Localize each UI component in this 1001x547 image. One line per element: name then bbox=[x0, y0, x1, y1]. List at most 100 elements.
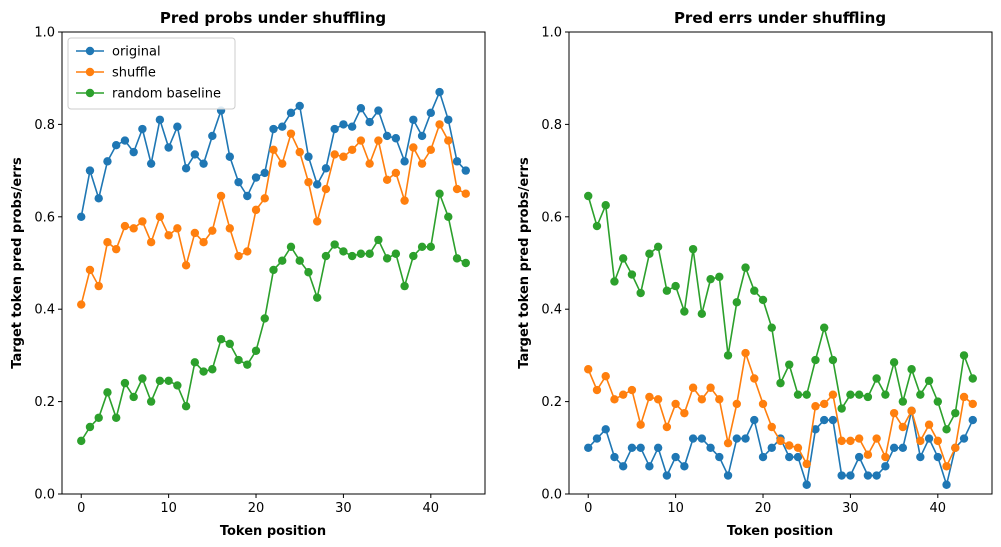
right-data-point bbox=[916, 452, 925, 462]
left-data-point bbox=[103, 157, 112, 166]
left-y-tick-label: 1.0 bbox=[34, 26, 55, 41]
right-x-axis-label: Token position bbox=[727, 524, 833, 539]
left-data-point bbox=[365, 159, 374, 168]
left-data-point bbox=[173, 381, 182, 390]
left-y-tick-label: 0.0 bbox=[34, 488, 55, 503]
right-y-tick-label: 0.4 bbox=[541, 303, 562, 318]
right-data-point bbox=[898, 443, 908, 452]
left-legend-marker bbox=[85, 67, 95, 77]
left-data-point bbox=[251, 173, 261, 182]
right-data-point bbox=[837, 471, 846, 480]
right-data-point bbox=[741, 348, 750, 358]
right-data-point bbox=[653, 242, 663, 252]
left-data-point bbox=[269, 145, 278, 155]
left-data-point bbox=[295, 147, 304, 157]
left-data-point bbox=[444, 212, 453, 221]
left-data-point bbox=[129, 392, 138, 402]
left-data-point bbox=[374, 136, 383, 145]
left-data-point bbox=[225, 152, 234, 161]
left-data-point bbox=[461, 166, 470, 175]
right-data-point bbox=[793, 390, 803, 399]
right-data-point bbox=[802, 480, 811, 489]
left-data-point bbox=[164, 231, 173, 240]
left-data-point bbox=[286, 129, 296, 138]
right-data-point bbox=[584, 191, 593, 201]
right-data-point bbox=[618, 390, 628, 399]
left-data-point bbox=[251, 346, 261, 355]
right-data-point bbox=[889, 443, 899, 452]
left-series-original bbox=[77, 87, 470, 221]
left-data-point bbox=[409, 251, 418, 261]
right-data-point bbox=[758, 399, 768, 409]
right-y-tick-label: 0.8 bbox=[541, 118, 562, 133]
left-data-point bbox=[260, 168, 269, 178]
right-data-point bbox=[732, 399, 741, 409]
right-data-point bbox=[592, 385, 602, 395]
left-data-point bbox=[164, 143, 173, 152]
right-data-point bbox=[715, 395, 724, 404]
right-series-line bbox=[587, 195, 974, 432]
left-legend-label: random baseline bbox=[112, 87, 221, 102]
left-x-axis-label: Token position bbox=[220, 524, 326, 539]
left-data-point bbox=[173, 224, 182, 233]
right-data-point bbox=[924, 434, 934, 443]
left-legend: original shuffle random baseline bbox=[67, 37, 236, 110]
left-data-point bbox=[313, 293, 322, 302]
right-series-random-baseline bbox=[584, 191, 977, 434]
left-data-point bbox=[356, 249, 366, 258]
right-data-point bbox=[793, 452, 803, 462]
left-data-point bbox=[181, 164, 191, 173]
right-data-point bbox=[750, 286, 759, 295]
left-data-point bbox=[120, 378, 130, 388]
left-data-point bbox=[269, 265, 278, 275]
right-data-point bbox=[942, 480, 951, 489]
right-data-point bbox=[767, 443, 776, 452]
right-data-point bbox=[907, 365, 916, 374]
left-chart-title: Pred probs under shuffling bbox=[160, 9, 386, 27]
left-data-point bbox=[146, 159, 156, 168]
left-data-point bbox=[225, 224, 234, 233]
right-data-point bbox=[627, 270, 637, 279]
left-data-point bbox=[94, 194, 103, 203]
left-data-point bbox=[295, 256, 304, 265]
right-data-point bbox=[872, 434, 881, 443]
right-data-point bbox=[811, 402, 820, 411]
left-data-point bbox=[120, 136, 130, 145]
right-data-point bbox=[951, 443, 960, 452]
right-data-point bbox=[863, 471, 873, 480]
right-chart-panel: Pred errs under shuffling Token position… bbox=[517, 9, 993, 539]
right-data-point bbox=[618, 462, 628, 471]
right-data-point bbox=[828, 415, 838, 425]
right-data-point bbox=[688, 244, 698, 254]
left-legend-label: original bbox=[112, 45, 161, 60]
right-data-point bbox=[627, 443, 637, 452]
left-data-point bbox=[426, 108, 436, 118]
left-data-point bbox=[138, 374, 147, 383]
right-data-point bbox=[645, 392, 654, 402]
left-data-point bbox=[190, 150, 200, 159]
right-data-point bbox=[601, 201, 610, 210]
right-data-point bbox=[758, 452, 768, 462]
left-data-point bbox=[138, 124, 147, 134]
right-data-point bbox=[584, 365, 593, 374]
right-data-point bbox=[854, 390, 864, 399]
left-data-point bbox=[374, 235, 383, 245]
right-data-point bbox=[933, 436, 943, 446]
right-data-point bbox=[837, 436, 846, 446]
right-data-point bbox=[968, 374, 977, 383]
left-data-point bbox=[400, 157, 409, 166]
right-data-point bbox=[723, 351, 733, 360]
right-x-tick-label: 20 bbox=[755, 501, 772, 516]
right-data-point bbox=[618, 254, 628, 263]
left-data-point bbox=[155, 115, 165, 124]
right-y-axis-label: Target token pred probs/errs bbox=[517, 157, 532, 369]
right-data-point bbox=[723, 471, 733, 480]
right-data-point bbox=[653, 395, 663, 404]
right-data-point bbox=[767, 422, 776, 432]
right-chart-title: Pred errs under shuffling bbox=[674, 9, 886, 27]
left-data-point bbox=[234, 251, 243, 261]
right-data-point bbox=[697, 434, 707, 443]
left-axes-frame bbox=[61, 31, 486, 495]
left-data-point bbox=[94, 281, 103, 291]
left-data-point bbox=[103, 238, 112, 247]
